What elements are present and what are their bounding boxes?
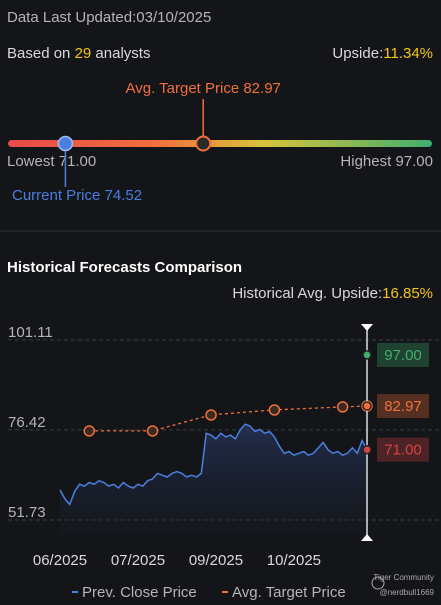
based-on: Based on <box>7 45 70 62</box>
avg-target-value: 82.97 <box>243 80 281 97</box>
avg-target-text: Avg. Target Price 82.97 <box>126 80 281 97</box>
end-arrow-bottom <box>361 534 373 541</box>
target-point <box>268 404 281 416</box>
end-label-box <box>377 437 429 462</box>
lowest-value: 71.00 <box>59 153 97 170</box>
x-tick-label: 09/2025 <box>189 552 243 569</box>
end-label: 71.00 <box>384 442 422 459</box>
last-updated-label: Data Last Updated: <box>7 9 136 26</box>
end-label: 82.97 <box>384 398 422 415</box>
target-point <box>336 401 349 413</box>
end-label-box <box>377 342 429 367</box>
last-updated-date: 03/10/2025 <box>136 9 211 26</box>
end-label: 97.00 <box>384 347 422 364</box>
highest-value: 97.00 <box>395 153 433 170</box>
current-marker <box>57 135 74 152</box>
end-marker <box>362 401 372 411</box>
upside-label: Upside: <box>332 45 383 62</box>
x-tick-label: 06/2025 <box>33 552 87 569</box>
analysts-count: 29 <box>75 45 92 62</box>
upside: Upside:11.34% <box>332 45 433 62</box>
price-area <box>60 424 367 535</box>
highest: Highest 97.00 <box>340 153 433 170</box>
end-marker <box>362 444 372 455</box>
y-tick-label: 51.73 <box>8 504 46 521</box>
end-marker <box>362 350 372 360</box>
y-tick-label: 76.42 <box>8 414 46 431</box>
lowest: Lowest 71.00 <box>7 153 96 170</box>
avg-target-label: Avg. Target Price <box>126 80 240 97</box>
subtitle-label: Historical Avg. Upside: <box>232 285 382 302</box>
target-point <box>146 425 159 437</box>
legend-label: Prev. Close Price <box>82 584 197 601</box>
target-line <box>89 405 368 432</box>
target-point <box>83 425 95 437</box>
current-label: Current Price <box>12 187 100 204</box>
end-label-box <box>377 394 429 419</box>
end-arrow-top <box>361 324 373 331</box>
highest-label: Highest <box>340 153 392 170</box>
gauge-bar <box>8 140 432 147</box>
subtitle-value: 16.85% <box>382 285 433 302</box>
avg-target-marker <box>195 135 212 152</box>
x-tick-label: 10/2025 <box>267 552 321 569</box>
lowest-label: Lowest <box>7 153 55 170</box>
analysts-line: Based on 29 analysts <box>7 45 150 62</box>
current-text: Current Price 74.52 <box>12 187 142 204</box>
watermark-user: @nerdbull1669 <box>380 588 435 597</box>
x-tick-label: 07/2025 <box>111 552 165 569</box>
upside-value: 11.34% <box>383 45 433 62</box>
watermark-brand: Tiger Community <box>373 573 434 582</box>
target-point <box>205 409 217 421</box>
analysts: analysts <box>95 45 150 62</box>
current-value: 74.52 <box>105 187 143 204</box>
y-tick-label: 101.11 <box>8 324 53 341</box>
legend-label: Avg. Target Price <box>232 584 346 601</box>
chart-subtitle: Historical Avg. Upside:16.85% <box>232 285 433 302</box>
last-updated: Data Last Updated:03/10/2025 <box>7 9 211 26</box>
chart-title: Historical Forecasts Comparison <box>7 259 242 276</box>
price-line <box>59 423 368 506</box>
watermark-icon <box>371 576 385 590</box>
